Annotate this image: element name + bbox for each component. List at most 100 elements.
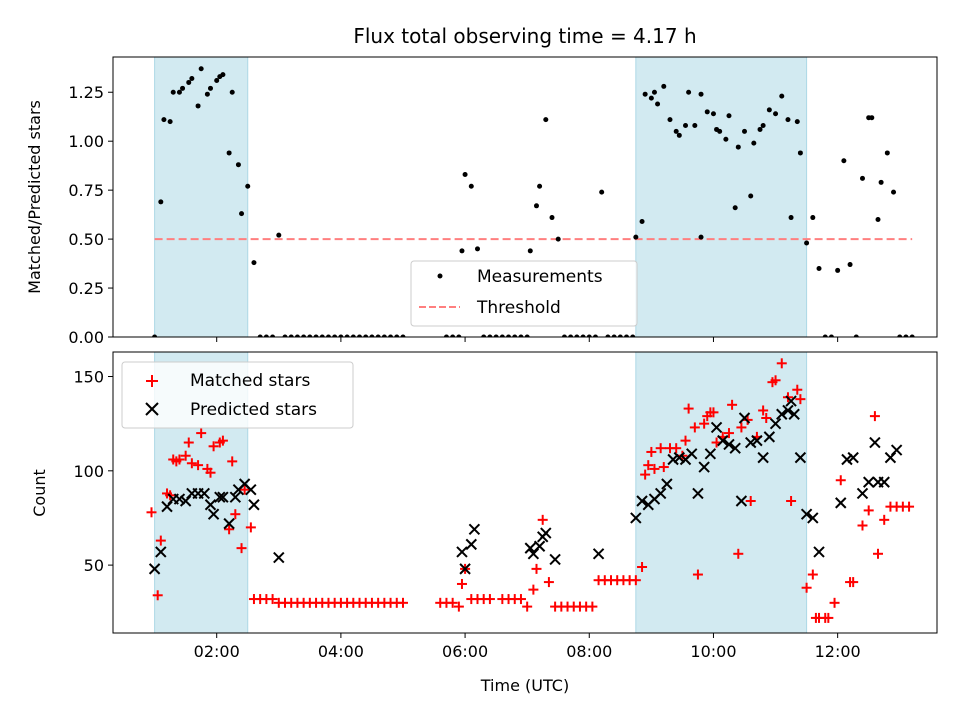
measurement-point bbox=[381, 334, 387, 337]
matched-star-point bbox=[637, 561, 648, 572]
x-tick-label: 10:00 bbox=[690, 642, 736, 661]
matched-star-point bbox=[180, 450, 191, 461]
matched-star-point bbox=[786, 495, 797, 506]
matched-star-point bbox=[879, 514, 890, 525]
measurement-point bbox=[903, 334, 909, 337]
matched-star-point bbox=[146, 507, 157, 518]
ratio-legend: Measurements Threshold bbox=[410, 260, 638, 327]
matched-star-point bbox=[205, 467, 216, 478]
measurement-point bbox=[698, 234, 704, 240]
measurement-point bbox=[561, 334, 567, 337]
measurement-point bbox=[167, 119, 173, 125]
predicted-star-point bbox=[465, 538, 477, 551]
matched-star-point bbox=[680, 435, 691, 446]
measurement-point bbox=[350, 334, 356, 337]
matched-star-point bbox=[236, 543, 247, 554]
measurement-point bbox=[499, 334, 505, 337]
measurement-point bbox=[683, 123, 689, 129]
predicted-star-point bbox=[841, 453, 853, 466]
predicted-star-point bbox=[862, 476, 875, 488]
measurement-point bbox=[630, 334, 636, 337]
measurement-point bbox=[400, 334, 406, 337]
predicted-star-point bbox=[869, 436, 881, 449]
measurement-point bbox=[599, 189, 605, 195]
predicted-star-point bbox=[788, 408, 800, 420]
ratio-observing-window-1 bbox=[154, 56, 249, 338]
ratio-observing-window-2 bbox=[635, 56, 808, 338]
predicted-star-point bbox=[273, 551, 285, 564]
measurement-point bbox=[648, 95, 654, 101]
predicted-star-point bbox=[549, 553, 561, 566]
measurement-point bbox=[481, 334, 487, 337]
matched-star-point bbox=[646, 446, 657, 457]
matched-star-point bbox=[224, 524, 235, 535]
measurement-point bbox=[375, 334, 381, 337]
matched-star-point bbox=[745, 495, 756, 506]
ratio-y-label: Matched/Predicted stars bbox=[25, 100, 44, 294]
measurement-point bbox=[207, 85, 213, 91]
predicted-star-point bbox=[245, 483, 257, 496]
measurement-point bbox=[766, 107, 772, 113]
predicted-star-point bbox=[698, 461, 710, 473]
matched-star-point bbox=[587, 601, 598, 612]
ratio-y-tick-label: 0.00 bbox=[68, 328, 104, 347]
matched-star-point bbox=[174, 454, 185, 465]
measurement-point bbox=[394, 334, 400, 337]
count-legend-box bbox=[121, 361, 354, 429]
predicted-star-point bbox=[794, 451, 807, 464]
predicted-star-point bbox=[692, 487, 704, 500]
ratio-legend-box bbox=[410, 260, 638, 327]
predicted-star-point bbox=[776, 408, 788, 420]
measurement-point bbox=[282, 334, 288, 337]
matched-star-point bbox=[267, 594, 278, 605]
predicted-star-point bbox=[769, 417, 782, 430]
measurement-point bbox=[710, 111, 716, 117]
measurement-point bbox=[841, 158, 847, 164]
measurement-point bbox=[580, 334, 586, 337]
matched-star-point bbox=[736, 422, 747, 433]
predicted-star-point bbox=[630, 512, 642, 524]
count-panel: 02:00 04:00 06:00 08:00 10:00 12:00 50100150 … bbox=[30, 351, 938, 695]
measurement-point bbox=[617, 334, 623, 337]
legend-predicted-label: Predicted stars bbox=[190, 400, 317, 420]
matched-star-point bbox=[522, 601, 533, 612]
measurement-point bbox=[875, 217, 881, 223]
predicted-star-point bbox=[751, 434, 763, 447]
predicted-star-point bbox=[248, 499, 260, 511]
measurement-point bbox=[748, 193, 754, 199]
matched-star-point bbox=[848, 577, 859, 588]
matched-star-point bbox=[857, 520, 868, 531]
measurement-point bbox=[909, 334, 915, 337]
measurement-point bbox=[462, 171, 468, 177]
measurement-point bbox=[797, 150, 803, 156]
measurement-point bbox=[574, 334, 580, 337]
legend-predicted-marker bbox=[145, 402, 159, 416]
measurement-point bbox=[822, 334, 828, 337]
count-y-label: Count bbox=[30, 469, 49, 517]
matched-star-point bbox=[770, 375, 781, 386]
predicted-star-point bbox=[661, 478, 673, 490]
measurement-point bbox=[257, 334, 263, 337]
matched-star-point bbox=[873, 548, 884, 559]
predicted-star-point bbox=[155, 546, 167, 558]
measurement-point bbox=[226, 150, 232, 156]
predicted-star-point bbox=[673, 451, 686, 464]
predicted-star-point bbox=[785, 395, 797, 407]
predicted-star-point bbox=[807, 512, 819, 524]
measurement-point bbox=[651, 89, 657, 95]
matched-star-point bbox=[447, 597, 458, 608]
ratio-panel: 0.00 0.25 0.50 0.75 1.00 1.25 Matched/Predict… bbox=[25, 56, 938, 347]
count-y-ticks: 50 100 150 bbox=[73, 368, 113, 575]
matched-star-point bbox=[689, 422, 700, 433]
matched-star-point bbox=[727, 399, 738, 410]
x-tick-label: 04:00 bbox=[318, 642, 364, 661]
x-tick-label: 06:00 bbox=[442, 642, 488, 661]
count-observing-window-2 bbox=[635, 351, 808, 634]
count-y-tick-label: 50 bbox=[84, 556, 104, 575]
predicted-star-point bbox=[217, 491, 229, 503]
matched-star-point bbox=[152, 590, 163, 601]
measurement-point bbox=[533, 203, 539, 209]
ratio-y-tick-label: 0.50 bbox=[68, 230, 104, 249]
predicted-star-point bbox=[592, 548, 605, 560]
